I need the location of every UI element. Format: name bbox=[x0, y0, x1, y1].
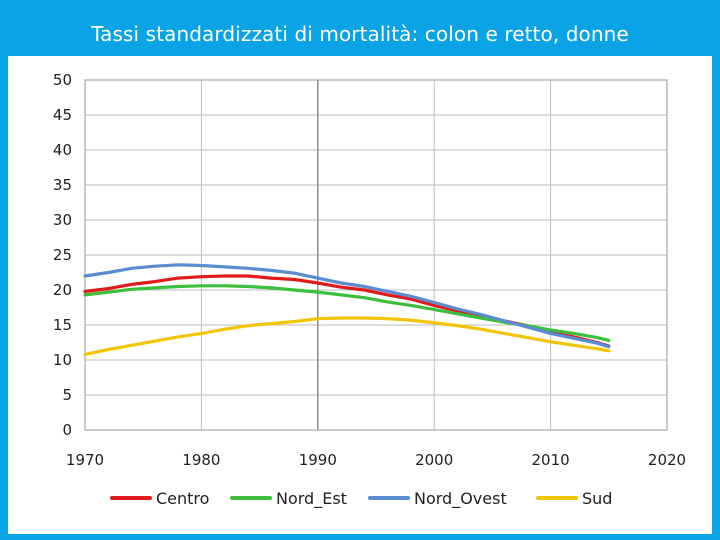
y-tick-label: 30 bbox=[53, 211, 72, 229]
x-tick-label: 2020 bbox=[648, 451, 686, 469]
x-tick-label: 1980 bbox=[182, 451, 220, 469]
y-tick-label: 50 bbox=[53, 71, 72, 89]
grid bbox=[84, 79, 668, 431]
y-axis: 0 5 10 15 20 25 30 35 40 45 50 bbox=[53, 71, 72, 439]
y-tick-label: 10 bbox=[53, 351, 72, 369]
legend: Centro Nord_Est Nord_Ovest Sud bbox=[110, 489, 612, 509]
y-tick-label: 40 bbox=[53, 141, 72, 159]
x-tick-label: 2000 bbox=[415, 451, 453, 469]
y-tick-label: 35 bbox=[53, 176, 72, 194]
series-line-nord-est bbox=[83, 284, 611, 342]
x-tick-label: 1990 bbox=[299, 451, 337, 469]
x-axis: 1970 1980 1990 2000 2010 2020 bbox=[66, 451, 686, 469]
series-lines bbox=[83, 263, 611, 356]
plot-border bbox=[84, 79, 668, 431]
line-chart: 0 5 10 15 20 25 30 35 40 45 50 1970 1980 1990 2000 201… bbox=[53, 71, 686, 509]
y-tick-label: 5 bbox=[62, 386, 72, 404]
legend-label-nord-ovest: Nord_Ovest bbox=[414, 489, 507, 509]
legend-label-nord-est: Nord_Est bbox=[276, 489, 347, 509]
y-tick-label: 0 bbox=[62, 421, 72, 439]
chart-frame: 0 5 10 15 20 25 30 35 40 45 50 1970 1980 1990 2000 201… bbox=[8, 56, 712, 534]
y-tick-label: 20 bbox=[53, 281, 72, 299]
legend-label-centro: Centro bbox=[156, 489, 209, 508]
x-tick-label: 1970 bbox=[66, 451, 104, 469]
y-tick-label: 45 bbox=[53, 106, 72, 124]
series-line-sud bbox=[83, 316, 611, 356]
slide-title: Tassi standardizzati di mortalità: colon… bbox=[91, 22, 629, 46]
y-tick-label: 15 bbox=[53, 316, 72, 334]
y-tick-label: 25 bbox=[53, 246, 72, 264]
x-tick-label: 2010 bbox=[532, 451, 570, 469]
series-line-nord-ovest bbox=[83, 263, 611, 349]
legend-label-sud: Sud bbox=[582, 489, 612, 508]
